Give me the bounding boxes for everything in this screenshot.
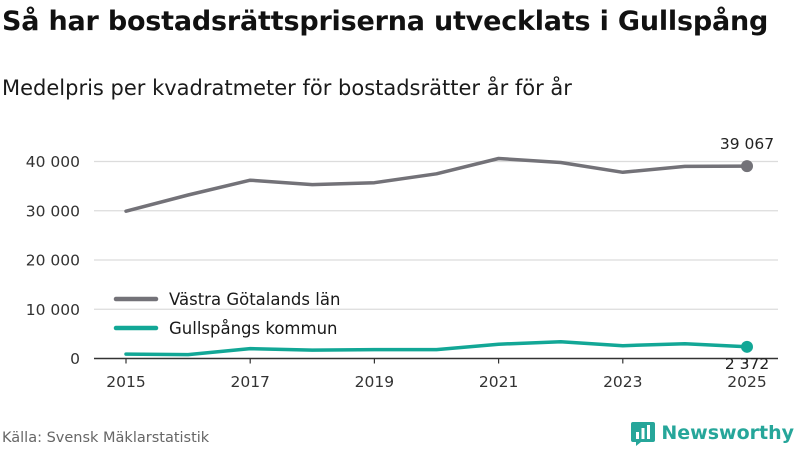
legend-label-1: Västra Götalands län xyxy=(169,290,340,309)
chart-title: Så har bostadsrättspriserna utvecklats i… xyxy=(2,6,769,37)
series-end-marker-2 xyxy=(741,340,753,353)
series-line-1 xyxy=(124,156,749,213)
legend-label-2: Gullspångs kommun xyxy=(169,319,338,338)
series-end-label-2: 2 372 xyxy=(725,355,769,373)
x-tick-label: 2025 xyxy=(727,373,766,391)
series-line-2 xyxy=(124,340,749,357)
source-note: Källa: Svensk Mäklarstatistik xyxy=(2,430,210,446)
y-tick-label: 20 000 xyxy=(26,252,80,270)
x-tick-label: 2019 xyxy=(355,373,394,391)
brand-logo[interactable]: Newsworthy xyxy=(631,419,794,447)
y-tick-label: 30 000 xyxy=(26,202,80,220)
y-tick-label: 40 000 xyxy=(26,153,80,171)
series-end-label-1: 39 067 xyxy=(720,135,774,153)
bar-chart-logo-icon xyxy=(631,422,656,446)
x-tick-label: 2021 xyxy=(479,373,518,391)
x-tick-label: 2023 xyxy=(603,373,642,391)
series-end-marker-1 xyxy=(741,160,753,173)
y-tick-label: 10 000 xyxy=(26,301,80,319)
x-tick-label: 2015 xyxy=(106,373,145,391)
y-tick-label: 0 xyxy=(70,350,80,368)
x-tick-label: 2017 xyxy=(230,373,269,391)
brand-name: Newsworthy xyxy=(661,422,794,444)
chart-subtitle: Medelpris per kvadratmeter för bostadsrä… xyxy=(2,76,572,100)
line-chart: 0 10 000 20 000 30 000 40 000 2015 2017 2019 202… xyxy=(26,135,778,391)
